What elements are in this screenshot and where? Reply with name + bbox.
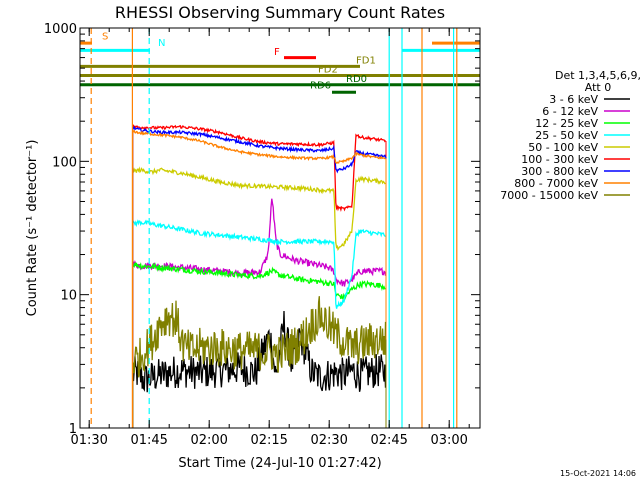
series-line bbox=[132, 219, 386, 309]
series-line bbox=[132, 262, 386, 301]
x-tick-label: 03:00 bbox=[430, 433, 467, 448]
plot-area bbox=[132, 124, 387, 428]
plot-frame bbox=[79, 27, 481, 429]
legend-label: 25 - 50 keV bbox=[535, 129, 598, 142]
series-line bbox=[132, 124, 387, 213]
legend-label: 3 - 6 keV bbox=[549, 93, 598, 106]
series-line bbox=[132, 310, 387, 393]
x-tick-label: 02:30 bbox=[310, 433, 347, 448]
legend-header: Att 0 bbox=[585, 81, 611, 94]
legend-label: 800 - 7000 keV bbox=[514, 177, 598, 190]
y-tick-label: 100 bbox=[52, 155, 77, 170]
flag-label: FD1 bbox=[356, 56, 376, 67]
series-line bbox=[132, 296, 387, 378]
flag-label: N bbox=[158, 38, 165, 49]
flag-label: F bbox=[274, 47, 280, 58]
legend-label: 6 - 12 keV bbox=[542, 105, 598, 118]
overlay-markers: S N F FD1 FD2 RD0 RD6 bbox=[80, 28, 480, 428]
series-line bbox=[132, 125, 387, 174]
x-axis: 01:30 01:45 02:00 02:15 02:30 02:45 03:00 bbox=[70, 28, 470, 448]
y-tick-label: 1000 bbox=[44, 22, 77, 37]
x-axis-label: Start Time (24-Jul-10 01:27:42) bbox=[178, 456, 381, 471]
x-tick-label: 02:00 bbox=[190, 433, 227, 448]
x-tick-label: 01:45 bbox=[130, 433, 167, 448]
legend-header: Det 1,3,4,5,6,9, bbox=[555, 69, 640, 82]
y-axis: 1 10 100 1000 bbox=[44, 22, 480, 437]
flag-label: S bbox=[102, 31, 108, 42]
y-tick-label: 1 bbox=[69, 422, 77, 437]
y-axis-label: Count Rate (s⁻¹ detector⁻¹) bbox=[25, 140, 40, 317]
legend-label: 50 - 100 keV bbox=[528, 141, 598, 154]
series-line bbox=[132, 129, 386, 164]
legend-label: 7000 - 15000 keV bbox=[500, 189, 598, 202]
legend-label: 12 - 25 keV bbox=[535, 117, 598, 130]
flag-label: FD2 bbox=[318, 64, 338, 75]
legend-label: 100 - 300 keV bbox=[521, 153, 598, 166]
series-line bbox=[132, 198, 387, 287]
x-tick-label: 02:45 bbox=[370, 433, 407, 448]
x-tick-label: 01:30 bbox=[70, 433, 107, 448]
x-tick-label: 02:15 bbox=[250, 433, 287, 448]
footer-timestamp: 15-Oct-2021 14:06 bbox=[560, 469, 636, 478]
legend-label: 300 - 800 keV bbox=[521, 165, 598, 178]
series-line bbox=[132, 166, 386, 252]
chart-title: RHESSI Observing Summary Count Rates bbox=[115, 3, 445, 22]
flag-label: RD6 bbox=[310, 80, 331, 91]
y-tick-label: 10 bbox=[60, 289, 77, 304]
flag-label: RD0 bbox=[346, 74, 367, 85]
